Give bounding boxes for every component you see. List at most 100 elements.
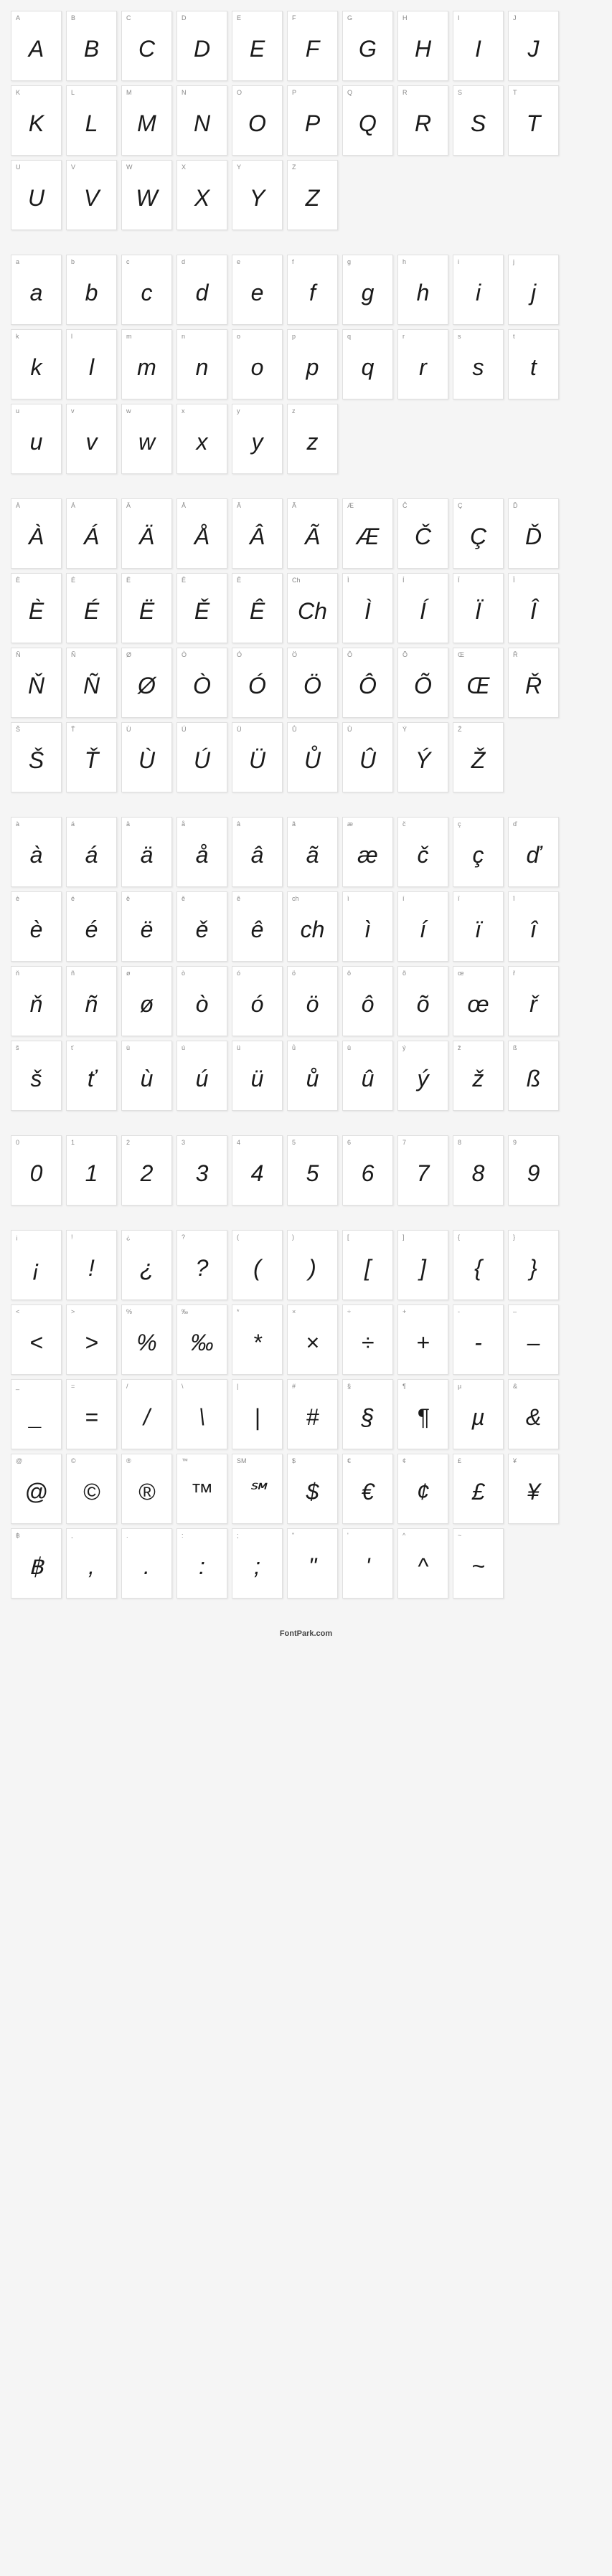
glyph-char: A [11,23,61,80]
glyph-char: Ò [177,660,227,717]
glyph-label: Ch [288,574,337,585]
glyph-label: h [398,255,448,267]
glyph-char: - [453,1317,503,1374]
glyph-cell: ěě [176,891,227,962]
glyph-char: × [288,1317,337,1374]
glyph-cell: "" [287,1528,338,1599]
glyph-char: î [509,904,558,961]
glyph-char: J [509,23,558,80]
glyph-label: V [67,161,116,172]
glyph-cell: ÷÷ [342,1304,393,1375]
glyph-cell: CC [121,11,172,81]
glyph-cell: êê [232,891,283,962]
glyph-label: ý [398,1041,448,1053]
glyph-label: q [343,330,392,341]
glyph-label: Ř [509,648,558,660]
glyph-cell: öö [287,966,338,1036]
glyph-label: 9 [509,1136,558,1147]
section-uppercase: AABBCCDDEEFFGGHHIIJJKKLLMMNNOOPPQQRRSSTT… [9,9,603,232]
glyph-label: ¶ [398,1380,448,1391]
glyph-cell: II [453,11,504,81]
glyph-label: Ï [453,574,503,585]
glyph-char: À [11,511,61,568]
glyph-label: 2 [122,1136,171,1147]
glyph-cell: 00 [11,1135,62,1206]
glyph-label: l [67,330,116,341]
glyph-char: Ň [11,660,61,717]
glyph-row: ¡¡!!¿¿??(())[[]]{{}}<<>>%%‰‰**××÷÷++--––… [9,1228,603,1601]
glyph-label: Ù [122,723,171,734]
glyph-char: ¢ [398,1466,448,1523]
glyph-label: S [453,86,503,98]
glyph-cell: èè [11,891,62,962]
glyph-char: ¥ [509,1466,558,1523]
glyph-label: SM [232,1454,282,1466]
glyph-label: } [509,1231,558,1242]
glyph-cell: jj [508,255,559,325]
glyph-char: 5 [288,1147,337,1205]
glyph-label: W [122,161,171,172]
glyph-char: c [122,267,171,324]
glyph-char: ó [232,978,282,1036]
glyph-cell: µµ [453,1379,504,1449]
glyph-cell: pp [287,329,338,399]
glyph-cell: HH [397,11,448,81]
glyph-char: Æ [343,511,392,568]
glyph-label: Ì [343,574,392,585]
glyph-label: & [509,1380,558,1391]
glyph-cell: ]] [397,1230,448,1300]
glyph-cell: ůů [287,1041,338,1111]
glyph-char: ä [122,829,171,886]
glyph-label: ^ [398,1529,448,1540]
glyph-label: í [398,892,448,904]
glyph-label: g [343,255,392,267]
glyph-label: ฿ [11,1529,61,1540]
glyph-char: R [398,98,448,155]
glyph-char: 8 [453,1147,503,1205]
glyph-label: Û [343,723,392,734]
glyph-char: Ch [288,585,337,643]
glyph-label: i [453,255,503,267]
glyph-cell: ff [287,255,338,325]
glyph-cell: ÒÒ [176,648,227,718]
glyph-label: : [177,1529,227,1540]
glyph-cell: ää [121,817,172,887]
glyph-char: % [122,1317,171,1374]
glyph-char: 4 [232,1147,282,1205]
glyph-cell: 55 [287,1135,338,1206]
glyph-cell: xx [176,404,227,474]
glyph-char: í [398,904,448,961]
glyph-label: | [232,1380,282,1391]
glyph-char: Ó [232,660,282,717]
glyph-char: Y [232,172,282,229]
glyph-cell: ÙÙ [121,722,172,792]
glyph-cell: dd [176,255,227,325]
glyph-char: Ã [288,511,337,568]
glyph-cell: ýý [397,1041,448,1111]
glyph-label: Ö [288,648,337,660]
glyph-cell: øø [121,966,172,1036]
glyph-label: ¥ [509,1454,558,1466]
glyph-char: ^ [398,1540,448,1598]
glyph-cell: ss [453,329,504,399]
glyph-cell: ZZ [287,160,338,230]
glyph-cell: üü [232,1041,283,1111]
glyph-char: + [398,1317,448,1374]
glyph-cell: FF [287,11,338,81]
glyph-cell: .. [121,1528,172,1599]
glyph-label: ß [509,1041,558,1053]
glyph-label: r [398,330,448,341]
glyph-label: € [343,1454,392,1466]
glyph-cell: ÆÆ [342,498,393,569]
section-digits: 00112233445566778899 [9,1133,603,1208]
glyph-cell: ßß [508,1041,559,1111]
glyph-char: Ô [343,660,392,717]
glyph-char: @ [11,1466,61,1523]
glyph-cell: õõ [397,966,448,1036]
glyph-char: Ý [398,734,448,792]
glyph-label: ž [453,1041,503,1053]
glyph-cell: ÏÏ [453,573,504,643]
glyph-cell: 33 [176,1135,227,1206]
glyph-cell: ÁÁ [66,498,117,569]
glyph-label: ú [177,1041,227,1053]
